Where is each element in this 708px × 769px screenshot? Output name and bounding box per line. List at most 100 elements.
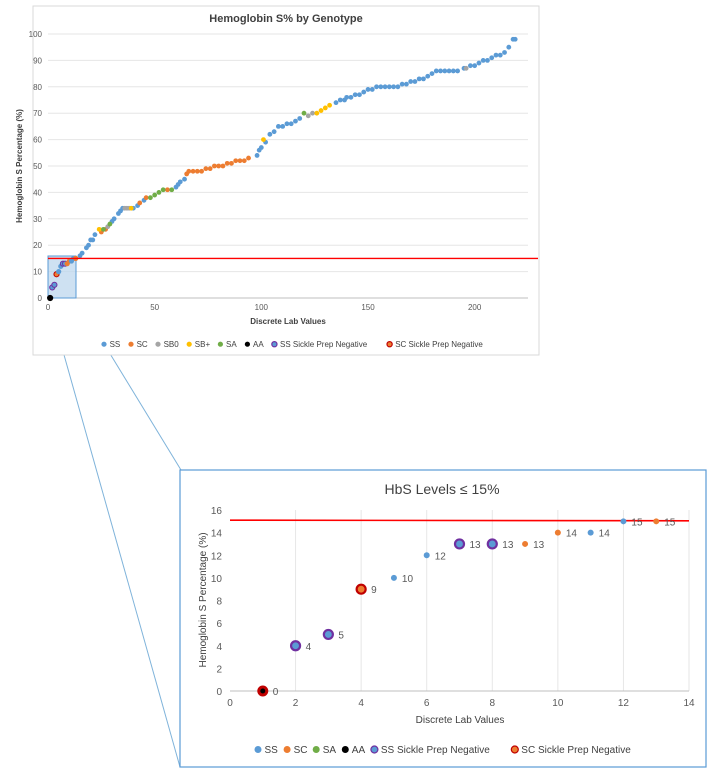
zoom-y-axis-label: Hemoglobin S Percentage (%): [198, 532, 209, 667]
overview-point-sbplus: [322, 105, 328, 111]
zoom-legend-entry: AA: [352, 745, 366, 756]
overview-x-tick-labels: 0 50 100 150 200: [46, 303, 482, 312]
zoom-data-label: 13: [533, 540, 545, 551]
zoom-point: [289, 640, 302, 652]
zoom-point: [587, 529, 594, 536]
overview-point-ss: [468, 63, 473, 69]
overview-point-ss: [438, 68, 443, 74]
overview-y-tick-label: 40: [33, 188, 42, 197]
overview-point-sc: [212, 163, 217, 169]
overview-point-ss: [480, 58, 486, 63]
overview-point-sc: [143, 195, 149, 201]
overview-low-point: [47, 294, 54, 302]
overview-point-ss: [254, 153, 260, 158]
overview-point-sc: [229, 160, 234, 166]
zoom-legend-entry: SA: [323, 745, 337, 756]
overview-y-axis-label: Hemoglobin S Percentage (%): [15, 109, 24, 223]
overview-point-sc: [186, 168, 192, 174]
overview-x-tick-label: 200: [468, 303, 482, 312]
overview-y-tick-label: 50: [33, 162, 42, 171]
overview-point-sa: [152, 192, 158, 198]
overview-point-sa: [160, 187, 166, 193]
zoom-point: [257, 685, 269, 697]
overview-y-tick-label: 70: [33, 109, 42, 118]
overview-point-ss: [476, 60, 482, 66]
zoom-point: [554, 529, 561, 536]
overview-point-sc: [199, 168, 205, 174]
zoom-point: [390, 574, 397, 581]
overview-point-ss: [297, 116, 303, 121]
overview-chart-frame: [32, 5, 540, 356]
overview-point-sa: [169, 187, 175, 193]
overview-y-tick-labels: 0 10 20 30 40 50 60 70 80 90 100: [29, 30, 43, 303]
overview-point-ss: [395, 84, 401, 90]
zoom-data-label: 12: [435, 551, 447, 562]
zoom-data-label: 14: [566, 529, 578, 540]
overview-point-sc: [233, 158, 239, 164]
overview-y-tick-label: 10: [33, 268, 42, 277]
overview-point-ss: [442, 68, 448, 74]
zoom-y-tick-label: 8: [216, 597, 222, 608]
zoom-point: [322, 628, 334, 641]
overview-point-ss: [391, 84, 396, 90]
overview-legend-entry: AA: [253, 340, 264, 349]
overview-point-sc: [241, 158, 247, 164]
zoom-data-label: 5: [338, 630, 344, 641]
overview-low-point: [56, 269, 62, 275]
overview-point-sbplus: [327, 102, 332, 108]
zoom-data-label: 10: [402, 574, 414, 585]
zoom-chart: HbS Levels ≤ 15% 0 2 4 6 8 10 12 14 16 0 2 4 6 8 10 12…: [179, 469, 707, 768]
overview-point-ss: [284, 121, 290, 127]
overview-legend-entry: SA: [226, 340, 237, 349]
overview-legend-marker: [244, 341, 250, 347]
overview-point-ss: [446, 68, 452, 74]
zoom-legend-marker: [254, 746, 262, 753]
zoom-x-tick-label: 4: [358, 698, 364, 709]
overview-point-sc: [246, 155, 251, 161]
overview-point-sbplus: [314, 110, 320, 116]
overview-point-sa: [101, 226, 106, 232]
zoom-data-label: 0: [273, 687, 279, 698]
zoom-y-tick-label: 6: [216, 619, 222, 630]
zoom-connector-left: [47, 297, 181, 768]
overview-point-ss: [416, 76, 422, 82]
zoom-y-tick-label: 14: [211, 529, 223, 540]
overview-point-ss: [489, 55, 495, 61]
overview-point-ss: [412, 79, 418, 84]
overview-x-tick-label: 150: [361, 303, 375, 312]
overview-point-ss: [182, 176, 187, 182]
overview-point-ss: [271, 129, 277, 135]
overview-point-ss: [382, 84, 388, 90]
zoom-point: [355, 583, 367, 595]
overview-point-sbplus: [261, 137, 266, 143]
overview-point-ss: [369, 87, 375, 92]
overview-point-ss: [386, 84, 392, 90]
overview-point-sb0: [310, 110, 315, 116]
zoom-legend: SS SC SA AA SS Sickle Prep Negative SC Sickle…: [254, 745, 631, 756]
overview-gridlines: [48, 33, 528, 273]
overview-point-ss: [293, 118, 298, 124]
overview-point-sc: [194, 168, 200, 174]
overview-point-sc: [203, 166, 209, 172]
zoom-legend-marker: [370, 745, 379, 754]
overview-point-ss: [399, 81, 405, 87]
overview-legend-entry: SB+: [195, 340, 211, 349]
zoom-x-tick-label: 6: [424, 698, 430, 709]
overview-low-point: [51, 281, 58, 288]
overview-point-sbplus: [318, 108, 324, 113]
overview-point-sa: [107, 221, 113, 227]
overview-y-tick-label: 80: [33, 83, 42, 92]
overview-point-ss: [276, 124, 281, 129]
zoom-chart-title: HbS Levels ≤ 15%: [384, 481, 499, 497]
overview-point-ss: [352, 92, 358, 98]
overview-point-ss: [497, 52, 503, 58]
zoom-legend-entry: SC Sickle Prep Negative: [521, 745, 631, 756]
overview-point-sa: [301, 110, 307, 116]
overview-point-ss: [450, 68, 456, 74]
zoom-x-tick-label: 12: [618, 698, 630, 709]
overview-point-ss: [512, 36, 518, 42]
overview-point-ss: [374, 84, 379, 90]
overview-legend-entry: SS: [110, 340, 121, 349]
zoom-legend-entry: SS Sickle Prep Negative: [381, 745, 490, 756]
